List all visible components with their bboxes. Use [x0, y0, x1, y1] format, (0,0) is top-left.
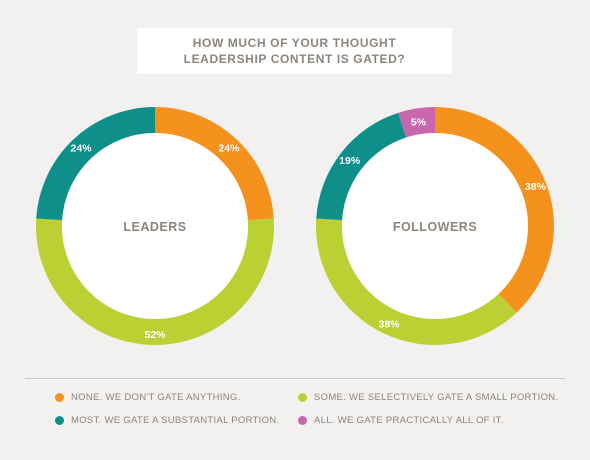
- slice-some: [36, 218, 275, 345]
- slice-most: [316, 112, 407, 221]
- slice-label-most: 24%: [71, 142, 93, 154]
- slice-all: [398, 107, 435, 138]
- legend-divider: [25, 378, 565, 379]
- donut-leaders: 24% 52% 24% LEADERS: [36, 107, 275, 345]
- donut-hole: [62, 133, 248, 319]
- slice-label-none: 24%: [218, 142, 240, 154]
- chart-title: HOW MUCH OF YOUR THOUGHT LEADERSHIP CONT…: [137, 28, 452, 74]
- donut-center-label: FOLLOWERS: [393, 220, 477, 234]
- slice-label-none: 38%: [525, 181, 547, 193]
- slice-label-all: 5%: [411, 116, 427, 128]
- slice-none: [155, 107, 274, 221]
- slice-label-most: 19%: [339, 155, 361, 167]
- chart-title-line-2: LEADERSHIP CONTENT IS GATED?: [183, 52, 406, 66]
- donut-center-label: LEADERS: [123, 220, 186, 234]
- donut-hole: [342, 133, 528, 319]
- slice-most: [36, 107, 155, 221]
- slice-none: [435, 107, 555, 313]
- slice-label-some: 52%: [144, 329, 166, 341]
- donut-followers: 38% 38% 19% 5% FOLLOWERS: [316, 107, 555, 346]
- slice-label-some: 38%: [379, 319, 401, 331]
- chart-title-line-1: HOW MUCH OF YOUR THOUGHT: [192, 36, 397, 50]
- slice-some: [316, 218, 517, 346]
